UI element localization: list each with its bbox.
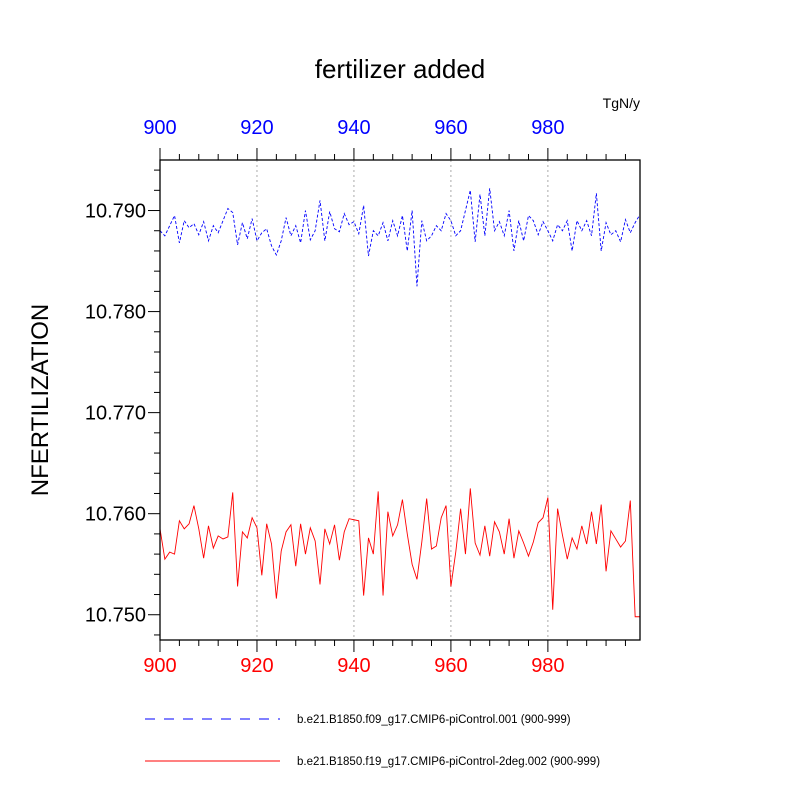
legend: b.e21.B1850.f09_g17.CMIP6-piControl.001 … bbox=[145, 714, 600, 768]
y-tick-label: 10.780 bbox=[85, 302, 146, 324]
grid-lines bbox=[256, 160, 549, 640]
x-tick-label-top: 980 bbox=[531, 117, 564, 139]
x-tick-label-bottom: 940 bbox=[337, 655, 370, 677]
axis-ticks: 900 900 920 920 940 940 960 960 980 980 10.750 10.7… bbox=[85, 117, 626, 677]
y-tick-label: 10.760 bbox=[85, 504, 146, 526]
chart-title: fertilizer added bbox=[315, 54, 486, 84]
x-tick-label-top: 920 bbox=[240, 117, 273, 139]
y-tick-label: 10.750 bbox=[85, 605, 146, 627]
legend-label: b.e21.B1850.f19_g17.CMIP6-piControl-2deg… bbox=[297, 756, 600, 768]
legend-label: b.e21.B1850.f09_g17.CMIP6-piControl.001 … bbox=[297, 714, 571, 726]
x-tick-label-top: 940 bbox=[337, 117, 370, 139]
x-tick-label-bottom: 920 bbox=[240, 655, 273, 677]
x-tick-label-top: 960 bbox=[434, 117, 467, 139]
series-line-blue-dashed bbox=[159, 188, 641, 287]
plot-frame bbox=[159, 159, 641, 641]
y-tick-label: 10.770 bbox=[85, 403, 146, 425]
series-lines bbox=[159, 188, 641, 618]
x-tick-label-bottom: 900 bbox=[143, 655, 176, 677]
units-label: TgN/y bbox=[603, 95, 640, 111]
x-tick-label-bottom: 980 bbox=[531, 655, 564, 677]
series-line-red-solid bbox=[159, 488, 640, 618]
x-tick-label-top: 900 bbox=[143, 117, 176, 139]
y-tick-label: 10.790 bbox=[85, 201, 146, 223]
x-tick-label-bottom: 960 bbox=[434, 655, 467, 677]
y-axis-label: NFERTILIZATION bbox=[27, 304, 54, 496]
